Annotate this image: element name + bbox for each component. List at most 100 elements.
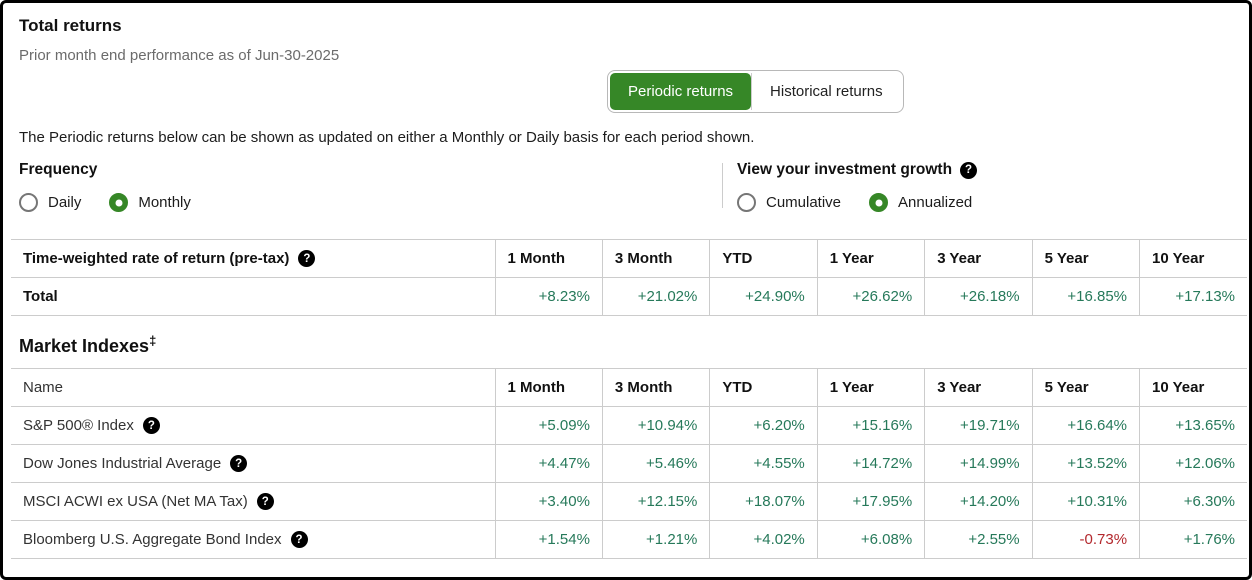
row-name-cell: Bloomberg U.S. Aggregate Bond Index? <box>11 520 495 559</box>
return-value-cell: +1.76% <box>1139 520 1247 559</box>
table-header-row: Name 1 Month 3 Month YTD 1 Year 3 Year 5 Year… <box>11 368 1247 407</box>
growth-option-cumulative[interactable]: Cumulative <box>737 193 841 212</box>
return-value-cell: +16.85% <box>1031 277 1140 316</box>
table-row: Total +8.23% +21.02% +24.90% +26.62% +26.18% +… <box>11 277 1247 316</box>
periodic-returns-description: The Periodic returns below can be shown … <box>19 129 755 146</box>
return-value-cell: +24.90% <box>709 277 818 316</box>
row-name-cell: MSCI ACWI ex USA (Net MA Tax)? <box>11 482 495 521</box>
row-name: Bloomberg U.S. Aggregate Bond Index <box>23 531 282 548</box>
frequency-option-monthly[interactable]: Monthly <box>109 193 191 212</box>
frequency-radio-group: Daily Monthly <box>19 193 722 212</box>
help-icon[interactable]: ? <box>142 417 160 434</box>
market-indexes-heading: Market Indexes‡ <box>19 333 157 356</box>
return-value-cell: +4.47% <box>494 444 603 483</box>
return-value-cell: +14.99% <box>924 444 1033 483</box>
controls-section: Frequency Daily Monthly View your investm… <box>3 161 1249 212</box>
return-value-cell: +5.09% <box>494 406 603 445</box>
help-icon[interactable]: ? <box>960 161 978 179</box>
column-header-ytd: YTD <box>709 239 818 278</box>
help-icon[interactable]: ? <box>298 250 316 267</box>
row-name: Total <box>23 288 58 305</box>
table-row: Dow Jones Industrial Average? +4.47% +5.46… <box>11 444 1247 483</box>
return-value-cell: +26.18% <box>924 277 1033 316</box>
return-value-cell: +6.20% <box>709 406 818 445</box>
radio-selected-icon[interactable] <box>109 193 129 212</box>
return-value-cell: +19.71% <box>924 406 1033 445</box>
row-name: MSCI ACWI ex USA (Net MA Tax) <box>23 493 248 510</box>
return-value-cell: -0.73% <box>1031 520 1140 559</box>
page-title: Total returns <box>19 16 122 35</box>
table-row: S&P 500® Index? +5.09% +10.94% +6.20% +15.16… <box>11 406 1247 445</box>
radio-label: Daily <box>48 194 82 211</box>
double-dagger-footnote: ‡ <box>149 333 157 348</box>
help-icon[interactable]: ? <box>256 493 274 510</box>
market-indexes-table: Name 1 Month 3 Month YTD 1 Year 3 Year 5 Year… <box>11 368 1247 559</box>
row-name: Dow Jones Industrial Average <box>23 455 222 472</box>
radio-label: Annualized <box>898 194 973 211</box>
as-of-date-text: Prior month end performance as of Jun-30… <box>19 47 340 64</box>
returns-toggle-row: Periodic returns Historical returns <box>3 70 1249 114</box>
row-name-cell: S&P 500® Index? <box>11 406 495 445</box>
return-value-cell: +2.55% <box>924 520 1033 559</box>
return-value-cell: +12.06% <box>1139 444 1247 483</box>
radio-selected-icon[interactable] <box>869 193 889 212</box>
column-header-10-year: 10 Year <box>1139 368 1247 407</box>
returns-view-toggle: Periodic returns Historical returns <box>607 70 904 113</box>
return-value-cell: +26.62% <box>816 277 925 316</box>
return-value-cell: +5.46% <box>601 444 710 483</box>
help-icon[interactable]: ? <box>290 531 308 548</box>
return-value-cell: +3.40% <box>494 482 603 521</box>
growth-radio-group: Cumulative Annualized <box>737 193 1000 212</box>
return-value-cell: +14.72% <box>816 444 925 483</box>
return-value-cell: +1.54% <box>494 520 603 559</box>
return-value-cell: +10.31% <box>1031 482 1140 521</box>
return-value-cell: +10.94% <box>601 406 710 445</box>
frequency-heading: Frequency <box>19 161 98 178</box>
return-value-cell: +6.08% <box>816 520 925 559</box>
radio-unselected-icon[interactable] <box>19 193 38 212</box>
return-value-cell: +15.16% <box>816 406 925 445</box>
column-header-10-year: 10 Year <box>1139 239 1247 278</box>
column-header-1-year: 1 Year <box>816 368 925 407</box>
column-header-1-month: 1 Month <box>494 239 603 278</box>
return-value-cell: +4.55% <box>709 444 818 483</box>
column-header-5-year: 5 Year <box>1031 368 1140 407</box>
row-name-cell: Dow Jones Industrial Average? <box>11 444 495 483</box>
returns-table-title: Time-weighted rate of return (pre-tax) <box>23 250 290 267</box>
return-value-cell: +16.64% <box>1031 406 1140 445</box>
help-icon[interactable]: ? <box>230 455 248 472</box>
frequency-option-daily[interactable]: Daily <box>19 193 81 212</box>
section-divider <box>722 163 723 208</box>
time-weighted-returns-table: Time-weighted rate of return (pre-tax) ?… <box>11 239 1247 316</box>
column-header-3-year: 3 Year <box>924 239 1033 278</box>
column-header-3-month: 3 Month <box>601 368 710 407</box>
table-row: Bloomberg U.S. Aggregate Bond Index? +1.5… <box>11 520 1247 559</box>
return-value-cell: +1.21% <box>601 520 710 559</box>
column-header-1-month: 1 Month <box>494 368 603 407</box>
return-value-cell: +21.02% <box>601 277 710 316</box>
returns-table-title-cell: Time-weighted rate of return (pre-tax) ? <box>11 239 495 278</box>
radio-label: Monthly <box>138 194 191 211</box>
return-value-cell: +4.02% <box>709 520 818 559</box>
growth-section: View your investment growth ? Cumulative… <box>723 161 1000 212</box>
return-value-cell: +13.52% <box>1031 444 1140 483</box>
column-header-3-year: 3 Year <box>924 368 1033 407</box>
column-header-ytd: YTD <box>709 368 818 407</box>
return-value-cell: +14.20% <box>924 482 1033 521</box>
historical-returns-tab[interactable]: Historical returns <box>751 73 901 110</box>
return-value-cell: +17.13% <box>1139 277 1247 316</box>
radio-label: Cumulative <box>766 194 842 211</box>
frequency-section: Frequency Daily Monthly <box>3 161 722 212</box>
name-column-header: Name <box>11 368 495 407</box>
periodic-returns-tab[interactable]: Periodic returns <box>610 73 752 110</box>
return-value-cell: +8.23% <box>494 277 603 316</box>
column-header-5-year: 5 Year <box>1031 239 1140 278</box>
row-name-cell: Total <box>11 277 495 316</box>
column-header-3-month: 3 Month <box>601 239 710 278</box>
radio-unselected-icon[interactable] <box>737 193 756 212</box>
growth-option-annualized[interactable]: Annualized <box>869 193 972 212</box>
growth-heading: View your investment growth <box>737 161 953 178</box>
return-value-cell: +13.65% <box>1139 406 1247 445</box>
table-row: MSCI ACWI ex USA (Net MA Tax)? +3.40% +12.… <box>11 482 1247 521</box>
